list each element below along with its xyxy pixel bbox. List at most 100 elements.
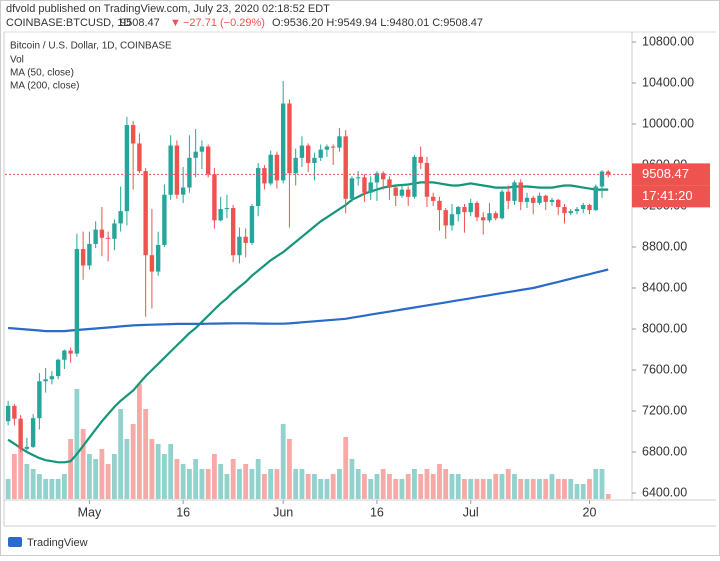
candle-body — [368, 182, 373, 193]
x-tick-label: 20 — [583, 505, 597, 519]
volume-bar — [262, 474, 267, 499]
candle-body — [249, 206, 255, 243]
volume-bar — [18, 449, 24, 499]
candle-body — [105, 237, 111, 239]
candle-body — [205, 146, 211, 175]
volume-bar — [480, 479, 486, 499]
volume-bar — [237, 469, 242, 499]
candle-body — [424, 162, 430, 197]
y-tick-label: 10800.00 — [642, 34, 694, 48]
volume-bar — [330, 474, 336, 499]
candle-body — [487, 213, 492, 221]
candle-body — [324, 146, 330, 150]
volume-bar — [462, 479, 467, 499]
volume-bar — [493, 474, 499, 499]
y-tick-label: 6400.00 — [642, 485, 687, 499]
candle-body — [362, 177, 367, 193]
volume-bar — [243, 464, 249, 499]
candle-body — [349, 178, 355, 199]
y-tick-label: 8800.00 — [642, 239, 687, 253]
candle-body — [199, 146, 205, 152]
candle-body — [280, 103, 286, 181]
y-tick-label: 8000.00 — [642, 321, 687, 335]
volume-bar — [280, 424, 286, 499]
x-tick-label: May — [78, 505, 102, 519]
y-tick-label: 10400.00 — [642, 75, 694, 89]
candle-body — [456, 207, 461, 215]
y-tick-label: 8400.00 — [642, 280, 687, 294]
volume-bar — [99, 449, 105, 499]
volume-bar — [318, 479, 324, 499]
volume-bar — [162, 454, 167, 499]
moving-average — [8, 268, 609, 333]
volume-bar — [362, 474, 367, 499]
candle-body — [293, 157, 298, 174]
candle-body — [49, 376, 55, 380]
candle-body — [562, 207, 567, 214]
price: 9508.47 — [120, 17, 160, 29]
candle-body — [187, 157, 192, 188]
legend-vol: Vol — [10, 55, 24, 66]
candle-body — [312, 157, 317, 163]
volume-bar — [143, 409, 149, 499]
volume-bar — [524, 479, 530, 499]
candle-body — [574, 209, 580, 212]
last-price-box — [632, 163, 710, 186]
last-price-label: 9508.47 — [642, 166, 689, 181]
candle-body — [137, 143, 142, 172]
volume-bar — [387, 474, 392, 499]
candle-body — [474, 202, 480, 218]
symbol: COINBASE:BTCUSD, 1D — [6, 17, 131, 29]
candle-body — [155, 244, 161, 272]
volume-bar — [155, 444, 161, 499]
candle-body — [124, 125, 130, 212]
candle-body — [443, 210, 448, 226]
volume-bar — [499, 474, 505, 499]
candle-body — [162, 194, 167, 245]
candle-body — [149, 255, 155, 272]
legend-ma200: MA (200, close) — [10, 81, 79, 92]
arrow: ▼ — [170, 17, 181, 29]
volume-bar — [568, 479, 574, 499]
candle-body — [255, 168, 261, 206]
candle-body — [493, 213, 498, 219]
candle-body — [68, 350, 73, 354]
volume-bar — [287, 439, 292, 499]
legend-ma50: MA (50, close) — [10, 68, 74, 79]
volume-bar — [312, 474, 317, 499]
volume-bar — [299, 469, 305, 499]
candle-body — [406, 189, 411, 197]
volume-bar — [449, 474, 455, 499]
volume-bar — [86, 454, 92, 499]
candle-body — [18, 418, 23, 449]
volume-bar — [599, 469, 605, 499]
volume-bar — [605, 494, 611, 499]
volume-bar — [505, 469, 511, 499]
volume-bar — [530, 479, 536, 499]
publisher: dfvold published on TradingView.com, Jul… — [6, 3, 330, 15]
x-tick-label: Jul — [463, 505, 479, 519]
candle-body — [99, 229, 105, 238]
candle-body — [43, 379, 48, 382]
volume-bar — [549, 474, 555, 499]
candle-body — [431, 196, 436, 201]
x-tick-label: 16 — [370, 505, 384, 519]
volume-bar — [487, 479, 492, 499]
y-tick-label: 7200.00 — [642, 403, 687, 417]
logo — [8, 537, 22, 547]
candle-body — [5, 405, 11, 422]
volume-bar — [424, 469, 430, 499]
volume-bar — [293, 469, 299, 499]
volume-bar — [55, 479, 61, 499]
candle-body — [412, 156, 417, 197]
candle-body — [24, 446, 30, 449]
candle-body — [606, 171, 611, 175]
plot — [5, 80, 611, 499]
candle-body — [506, 191, 511, 201]
volume-bar — [437, 464, 442, 499]
candle-body — [481, 217, 486, 221]
volume-bar — [111, 454, 117, 499]
candle-body — [537, 195, 542, 203]
candle-body — [218, 209, 223, 221]
